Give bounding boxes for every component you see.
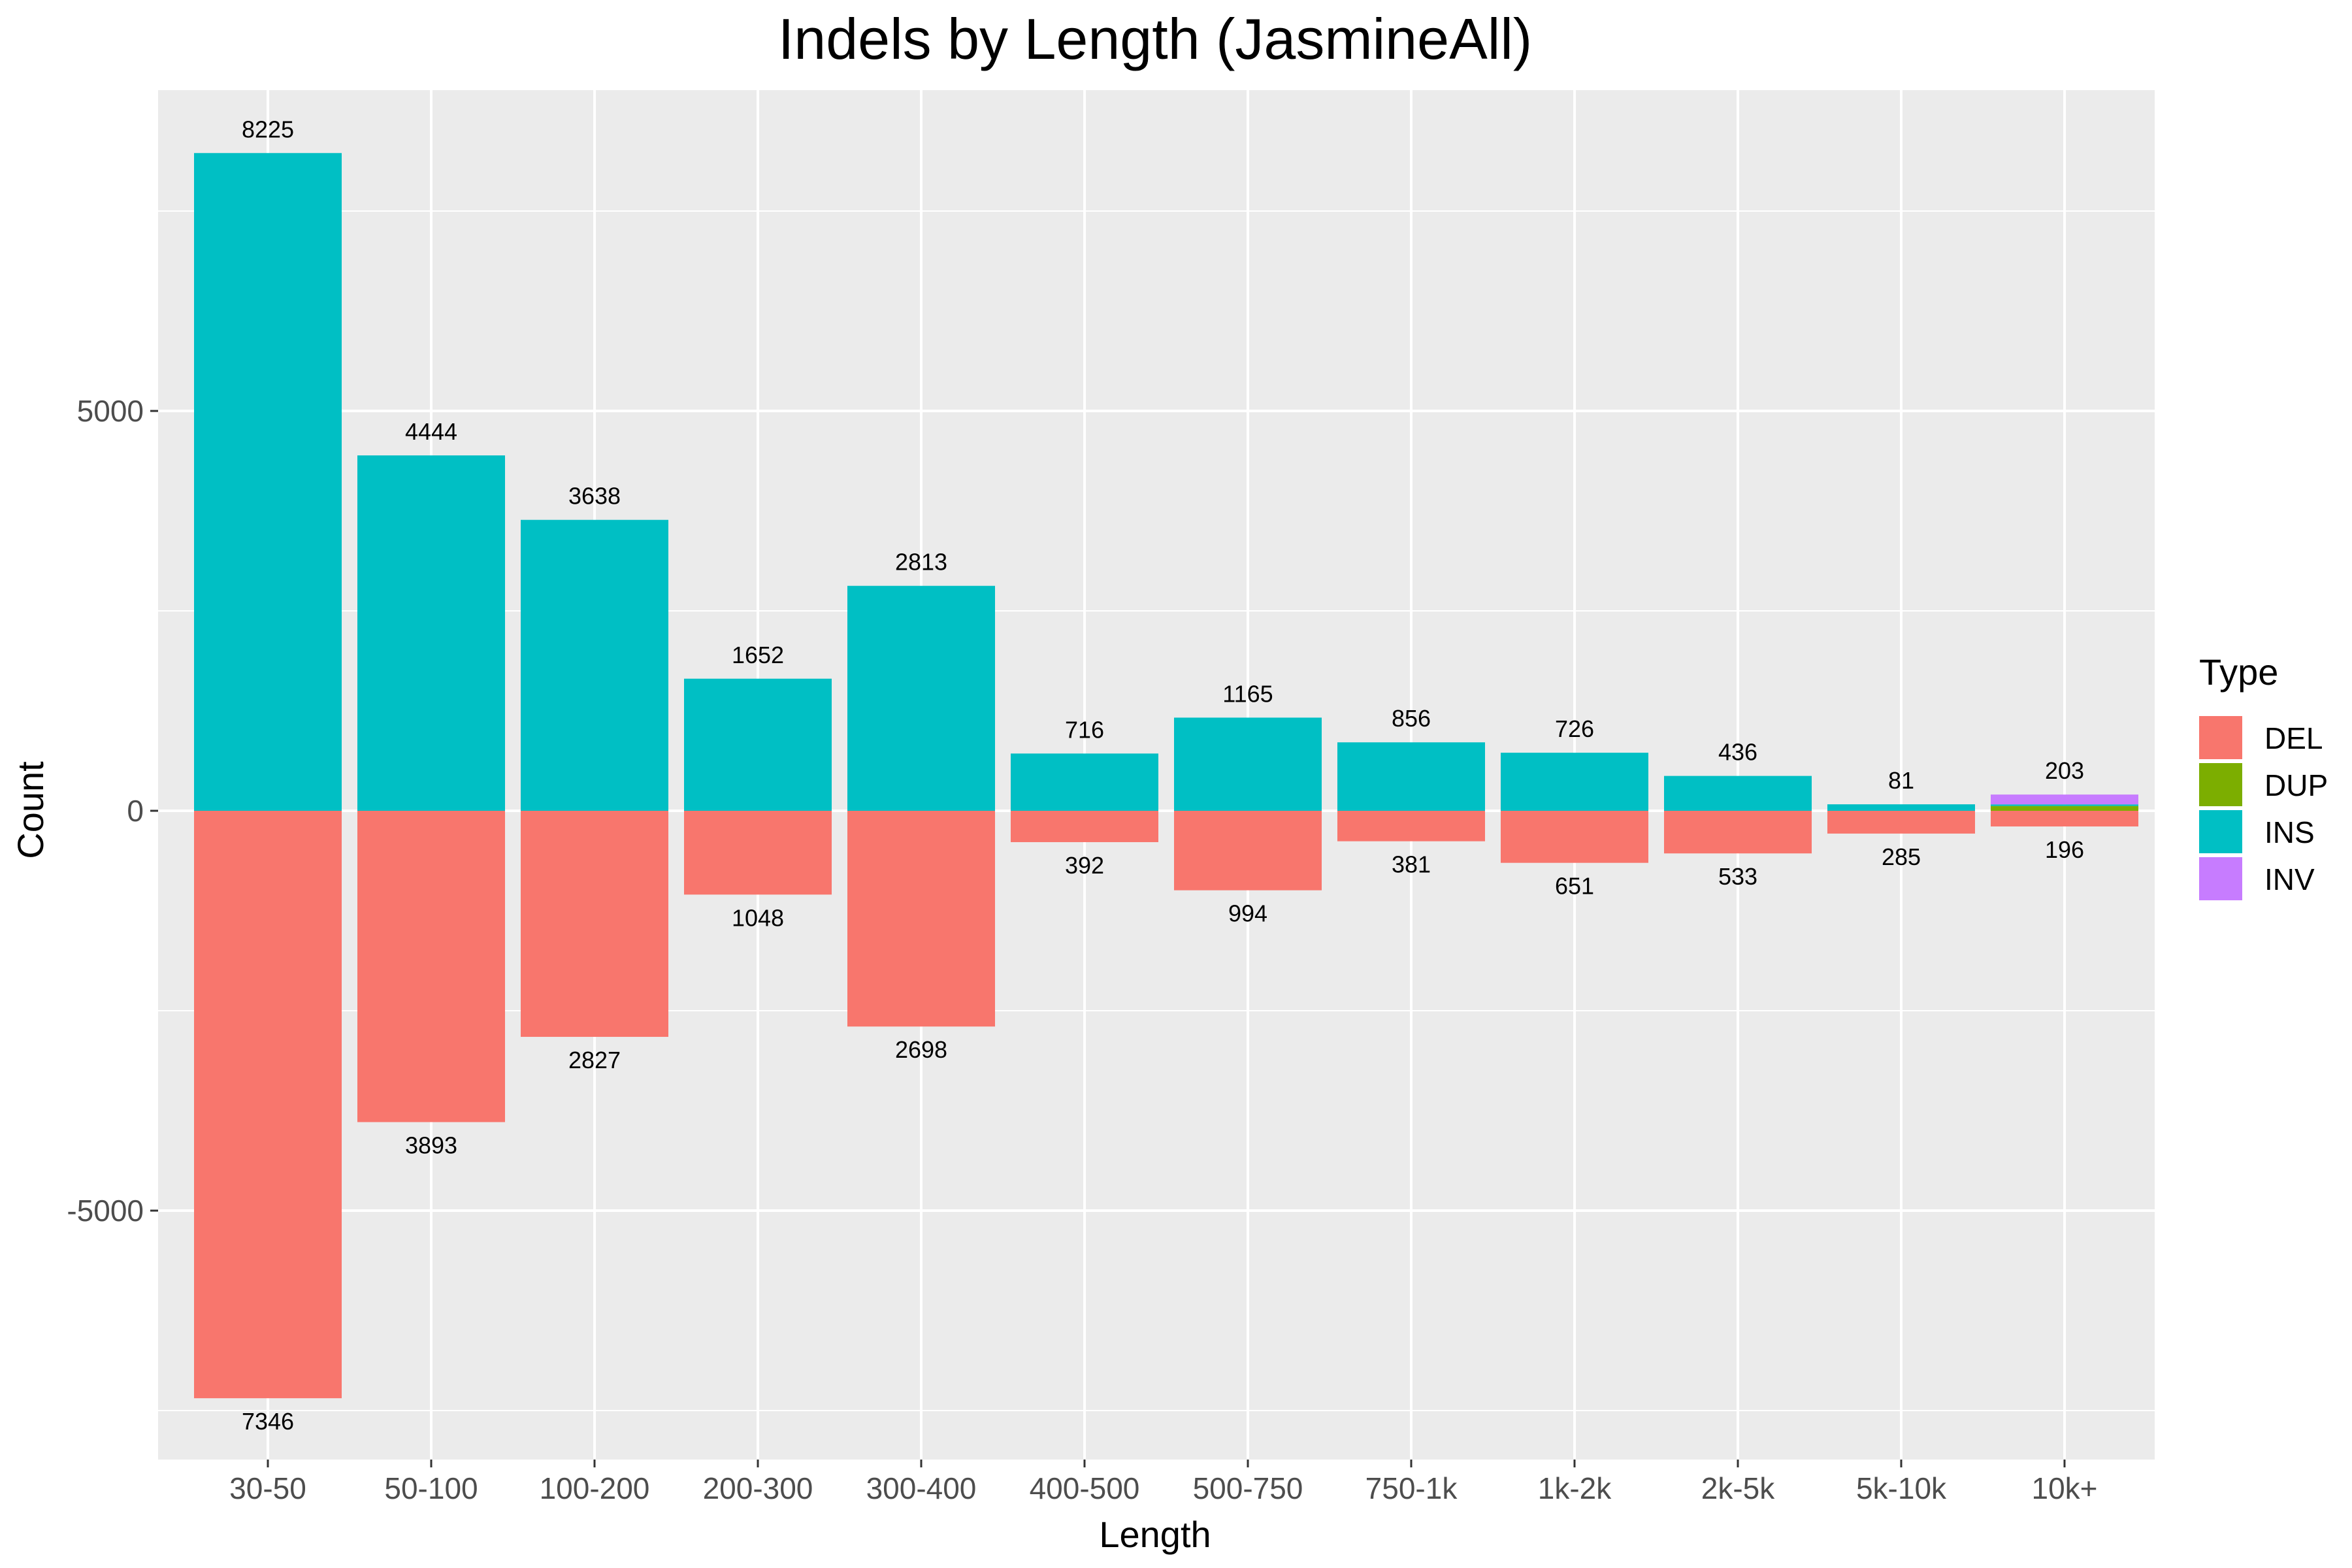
data-label-top: 4444 [405,418,457,445]
data-label-top: 436 [1718,739,1757,766]
legend: Type DEL DUP INS INV [2199,651,2328,900]
bar-del [847,811,995,1027]
data-label-bottom: 2827 [568,1047,621,1073]
data-label-top: 716 [1065,716,1104,743]
x-tick-label: 300-400 [866,1471,977,1505]
x-tick-label: 5k-10k [1856,1471,1947,1505]
data-label-bottom: 3893 [405,1132,457,1159]
data-label-top: 8225 [242,116,294,142]
bar-del [194,811,342,1399]
bar-ins [684,678,832,811]
x-axis-title: Length [1099,1514,1211,1555]
data-label-bottom: 381 [1392,851,1431,878]
legend-title: Type [2199,651,2278,693]
x-tick-label: 1k-2k [1538,1471,1612,1505]
x-tick-label: 2k-5k [1701,1471,1775,1505]
legend-key-dup [2199,763,2242,806]
data-label-top: 81 [1888,767,1914,794]
x-tick-label: 400-500 [1030,1471,1140,1505]
x-tick-label: 10k+ [2031,1471,2097,1505]
x-tick-label: 100-200 [540,1471,650,1505]
bars [194,153,2138,1399]
bar-ins [1011,753,1158,811]
data-label-top: 856 [1392,705,1431,732]
data-label-bottom: 392 [1065,852,1104,879]
legend-label-inv: INV [2264,862,2315,896]
data-label-bottom: 533 [1718,863,1757,890]
bar-del [1011,811,1158,842]
bar-del [1174,811,1322,890]
bar-del [1827,811,1975,834]
bar-del [1991,811,2138,826]
bar-ins [1501,753,1648,811]
data-labels: 8225 7346 4444 3893 3638 2827 1652 1048 2813 2698… [242,116,2084,1435]
data-label-bottom: 196 [2045,836,2084,863]
legend-label-ins: INS [2264,815,2315,849]
legend-label-dup: DUP [2264,768,2328,802]
y-axis-title: Count [10,761,51,859]
legend-key-ins [2199,810,2242,853]
x-tick-label: 750-1k [1365,1471,1458,1505]
x-tick-label: 500-750 [1193,1471,1303,1505]
data-label-top: 1165 [1222,680,1273,707]
data-label-bottom: 651 [1555,873,1594,900]
bar-ins [194,153,342,811]
bar-del [1664,811,1812,854]
bar-del [521,811,668,1037]
x-axis: 30-50 50-100 100-200 200-300 300-400 400-500 5… [229,1460,2098,1505]
x-tick-label: 50-100 [384,1471,478,1505]
legend-label-del: DEL [2264,721,2323,755]
bar-dup [1991,806,2138,811]
data-label-bottom: 285 [1882,843,1921,870]
data-label-top: 726 [1555,715,1594,742]
bar-del [1501,811,1648,863]
bar-ins [1337,742,1485,811]
data-label-bottom: 7346 [242,1408,294,1435]
bar-ins [1174,717,1322,811]
data-label-top: 203 [2045,757,2084,784]
chart-title: Indels by Length (JasmineAll) [778,7,1532,71]
y-tick-label: 5000 [77,394,144,428]
legend-key-inv [2199,857,2242,900]
data-label-bottom: 1048 [732,904,784,931]
y-tick-label: -5000 [67,1194,144,1228]
bar-ins [521,519,668,811]
legend-key-del [2199,716,2242,759]
bar-inv [1991,794,2138,805]
bar-del [1337,811,1485,841]
y-axis: -5000 0 5000 [67,394,158,1228]
data-label-top: 1652 [732,642,784,668]
x-tick-label: 30-50 [229,1471,306,1505]
data-label-bottom: 2698 [895,1036,947,1063]
bar-ins [357,455,505,811]
data-label-top: 2813 [895,549,947,576]
bar-ins [1827,804,1975,811]
bar-ins [847,585,995,811]
bar-ins [1991,804,2138,806]
bar-del [357,811,505,1122]
x-tick-label: 200-300 [703,1471,813,1505]
data-label-top: 3638 [568,483,621,510]
bar-ins [1664,776,1812,811]
data-label-bottom: 994 [1228,900,1267,927]
y-tick-label: 0 [127,794,144,828]
bar-del [684,811,832,895]
